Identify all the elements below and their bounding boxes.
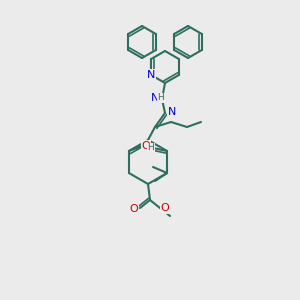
Text: H: H <box>158 94 164 103</box>
Text: O: O <box>142 143 150 153</box>
Text: N: N <box>168 107 176 117</box>
Text: O: O <box>130 204 138 214</box>
Text: N: N <box>147 70 155 80</box>
Text: H: H <box>148 143 154 152</box>
Text: O: O <box>160 203 169 213</box>
Text: O: O <box>142 141 150 151</box>
Text: N: N <box>151 93 159 103</box>
